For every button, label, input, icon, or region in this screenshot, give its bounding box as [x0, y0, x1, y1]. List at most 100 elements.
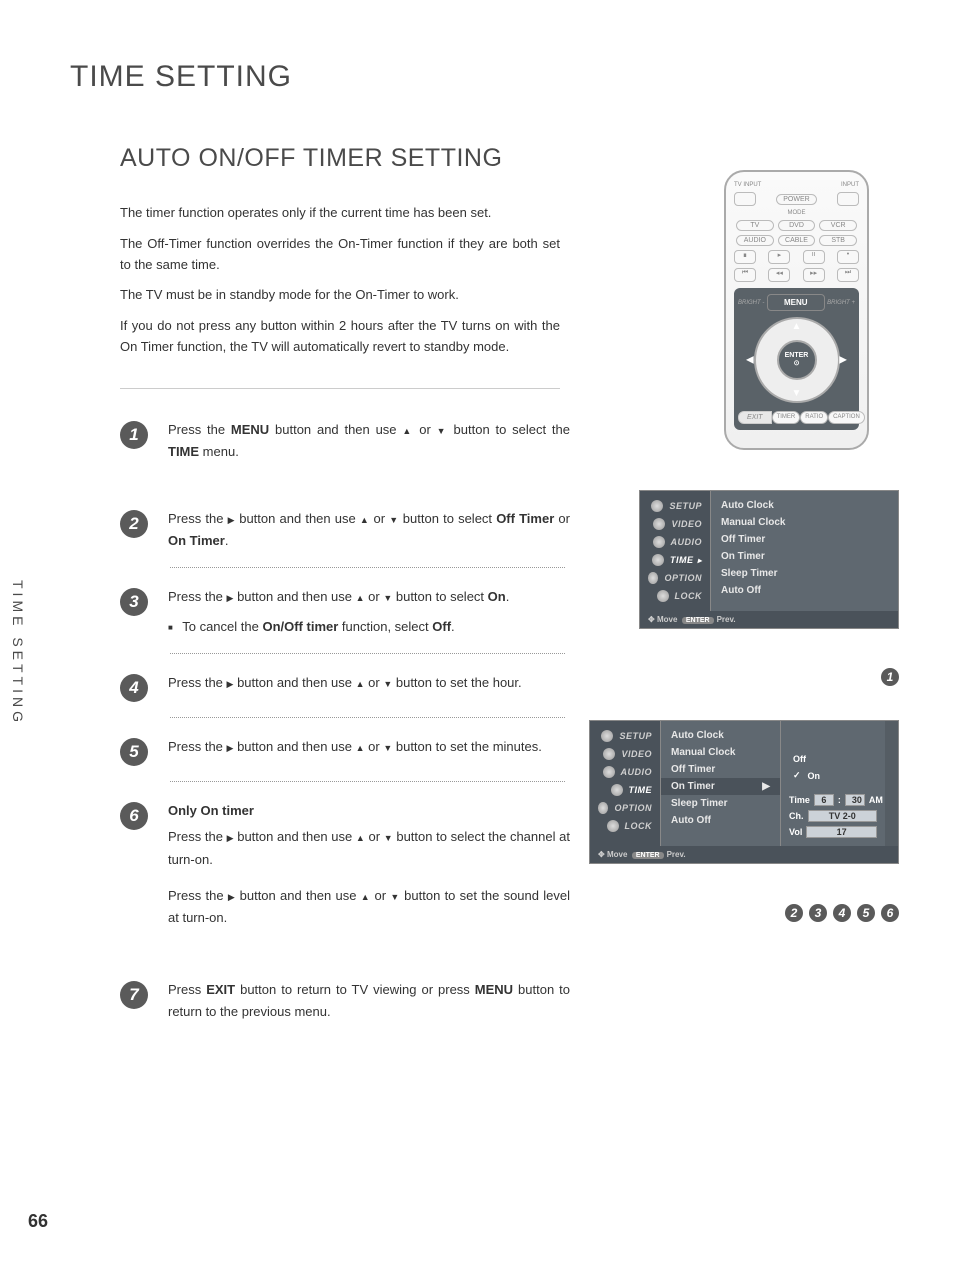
cable-mode-button: CABLE [778, 235, 816, 246]
osd-menu-1: SETUP VIDEO AUDIO TIME▸ OPTION LOCK Auto… [639, 490, 899, 629]
osd-time-row: Time 6 : 30 AM [789, 794, 877, 806]
osd-cat-time: TIME▸ [644, 551, 706, 569]
osd-cat-lock: LOCK [644, 587, 706, 605]
step-num-3: 3 [120, 588, 148, 616]
osd-cat-option: OPTION [644, 569, 706, 587]
osd-categories: SETUP VIDEO AUDIO TIME▸ OPTION LOCK [640, 491, 710, 611]
osd-cat-video-2: VIDEO [594, 745, 656, 763]
step-num-4: 4 [120, 674, 148, 702]
power-button: POWER [776, 194, 816, 205]
audio-mode-button: AUDIO [736, 235, 774, 246]
intro-p1: The timer function operates only if the … [120, 203, 560, 224]
exit-button: EXIT [738, 411, 772, 424]
rec-button: • [837, 250, 859, 264]
bright-minus-label: BRIGHT - [738, 300, 764, 306]
tv-input-button [734, 192, 756, 206]
osd-opt-off: Off [789, 751, 877, 767]
step-num-5: 5 [120, 738, 148, 766]
tv-input-label: TV INPUT [734, 182, 761, 188]
osd-footer: ✥ Move ENTERPrev. [640, 611, 898, 628]
osd-ch-row: Ch. TV 2-0 [789, 810, 877, 822]
prev-track-button: ⏮ [734, 268, 756, 282]
ref-badge-3: 3 [809, 904, 827, 922]
step-6-title: Only On timer [168, 800, 570, 822]
ref-badges-set: 2 3 4 5 6 [749, 904, 899, 922]
intro-p4: If you do not press any button within 2 … [120, 316, 560, 358]
step-2: 2 Press the button and then use or butto… [120, 508, 570, 552]
dpad: ▲ ▼ ◀ ▶ ENTER ⊙ [738, 315, 855, 405]
page-title: TIME SETTING [70, 60, 904, 94]
caption-button: CAPTION [828, 411, 865, 424]
ref-badge-4: 4 [833, 904, 851, 922]
vcr-mode-button: VCR [819, 220, 857, 231]
osd-item-sleep-timer-2: Sleep Timer [661, 795, 780, 812]
step-5-body: Press the button and then use or button … [168, 736, 570, 758]
osd-item-on-timer: On Timer [711, 548, 898, 565]
divider [170, 781, 565, 782]
step-7: 7 Press EXIT button to return to TV view… [120, 979, 570, 1023]
step-4-body: Press the button and then use or button … [168, 672, 570, 694]
osd-item-off-timer-2: Off Timer [661, 761, 780, 778]
osd-settings-panel: Off On Time 6 : 30 AM Ch. TV 2-0 Vol 17 [780, 721, 885, 846]
osd-items-2: Auto Clock Manual Clock Off Timer On Tim… [660, 721, 780, 846]
step-6-body: Only On timer Press the button and then … [168, 800, 570, 928]
remote-control-illustration: TV INPUT INPUT POWER MODE TV DVD VCR AUD… [724, 170, 869, 450]
enter-button: ENTER ⊙ [777, 340, 817, 380]
tv-mode-button: TV [736, 220, 774, 231]
osd-item-off-timer: Off Timer [711, 531, 898, 548]
ref-badge-5: 5 [857, 904, 875, 922]
step-3: 3 Press the button and then use or butto… [120, 586, 570, 638]
stop-button: ∎ [734, 250, 756, 264]
step-1: 1 Press the MENU button and then use or … [120, 419, 570, 463]
rew-button: ◂◂ [768, 268, 790, 282]
step-num-2: 2 [120, 510, 148, 538]
osd-item-manual-clock-2: Manual Clock [661, 744, 780, 761]
input-label: INPUT [841, 182, 859, 188]
side-section-label: TIME SETTING [10, 580, 26, 726]
divider [170, 567, 565, 568]
osd-menu-2: SETUP VIDEO AUDIO TIME OPTION LOCK Auto … [589, 720, 899, 864]
step-num-6: 6 [120, 802, 148, 830]
osd-cat-option-2: OPTION [594, 799, 656, 817]
page-number: 66 [28, 1211, 48, 1232]
step-3-body: Press the button and then use or button … [168, 586, 570, 638]
step-num-7: 7 [120, 981, 148, 1009]
intro-p3: The TV must be in standby mode for the O… [120, 285, 560, 306]
osd-cat-time-2: TIME [594, 781, 656, 799]
play-button: ▸ [768, 250, 790, 264]
intro-text-block: The timer function operates only if the … [120, 203, 560, 389]
arrow-right-icon: ▶ [839, 355, 847, 366]
section-title: AUTO ON/OFF TIMER SETTING [120, 144, 904, 173]
osd-items: Auto Clock Manual Clock Off Timer On Tim… [710, 491, 898, 611]
osd-item-manual-clock: Manual Clock [711, 514, 898, 531]
pause-button: ıı [803, 250, 825, 264]
ref-badge-1: 1 [881, 668, 899, 686]
ratio-button: RATIO [800, 411, 828, 424]
step-5: 5 Press the button and then use or butto… [120, 736, 570, 766]
step-6: 6 Only On timer Press the button and the… [120, 800, 570, 928]
step-4: 4 Press the button and then use or butto… [120, 672, 570, 702]
divider [170, 717, 565, 718]
ref-badge-6: 6 [881, 904, 899, 922]
ff-button: ▸▸ [803, 268, 825, 282]
osd-item-auto-clock: Auto Clock [711, 497, 898, 514]
step-num-1: 1 [120, 421, 148, 449]
osd-cat-lock-2: LOCK [594, 817, 656, 835]
mode-label: MODE [788, 210, 806, 216]
osd-vol-row: Vol 17 [789, 826, 877, 838]
divider [170, 653, 565, 654]
input-button [837, 192, 859, 206]
osd-cat-setup: SETUP [644, 497, 706, 515]
intro-p2: The Off-Timer function overrides the On-… [120, 234, 560, 276]
ref-badge-2: 2 [785, 904, 803, 922]
osd-cat-setup-2: SETUP [594, 727, 656, 745]
arrow-down-icon: ▼ [792, 388, 802, 399]
dvd-mode-button: DVD [778, 220, 816, 231]
menu-button: MENU [767, 294, 825, 311]
timer-button: TIMER [772, 411, 801, 424]
step-2-body: Press the button and then use or button … [168, 508, 570, 552]
step-1-body: Press the MENU button and then use or bu… [168, 419, 570, 463]
osd-item-auto-off: Auto Off [711, 582, 898, 599]
osd-opt-on: On [789, 767, 877, 784]
next-track-button: ⏭ [837, 268, 859, 282]
